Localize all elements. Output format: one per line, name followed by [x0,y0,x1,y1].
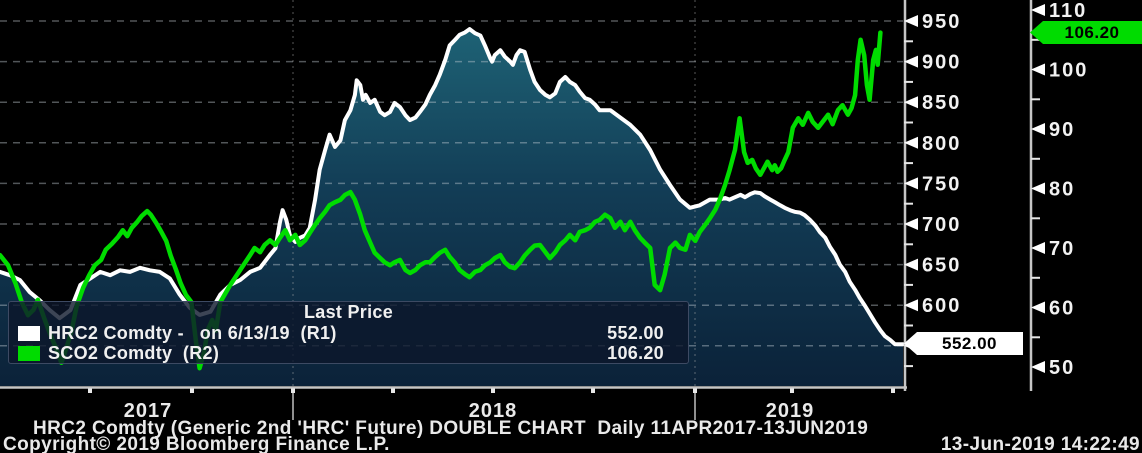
r2-tick-label-70: 70 [1049,238,1075,260]
r2-tick-label-60: 60 [1049,298,1075,320]
r1-tick-label-900: 900 [922,52,961,74]
legend-value-hrc2: 552.00 [607,322,664,343]
hrc2-line [0,27,905,347]
r2-tick-arrow-80 [1031,182,1045,195]
r1-tick-label-800: 800 [922,133,961,155]
r1-tick-label-600: 600 [922,295,961,317]
r1-tick-arrow-650 [904,258,918,271]
timestamp: 13-Jun-2019 14:22:49 [940,434,1140,453]
legend-value-sco2: 106.20 [607,342,664,363]
chart-description: HRC2 Comdty (Generic 2nd 'HRC' Future) D… [33,418,869,439]
r1-tick-arrow-850 [904,96,918,109]
x-tick-0 [88,388,92,393]
r2-tick-arrow-70 [1031,242,1045,254]
r2-tick-label-90: 90 [1049,119,1075,141]
r1-tick-label-700: 700 [922,214,961,236]
x-tick-7 [790,388,794,393]
r2-tick-label-110: 110 [1049,0,1087,22]
sco2-line [0,30,883,371]
r1-tick-arrow-900 [904,55,918,68]
r2-tick-label-50: 50 [1049,357,1075,379]
sco2-swatch-icon [18,345,40,361]
legend[interactable]: Last Price HRC2 Comdty - on 6/13/19 (R1)… [8,301,689,364]
r2-tick-label-100: 100 [1049,60,1088,82]
x-tick-6 [693,388,697,393]
hrc2-swatch-icon [18,325,40,341]
x-tick-2 [291,388,295,393]
x-tick-8 [891,388,895,393]
r2-tick-arrow-90 [1031,123,1045,135]
x-tick-3 [391,388,395,393]
copyright-notice: Copyright© 2019 Bloomberg Finance L.P. [3,434,390,453]
r1-tick-label-650: 650 [922,255,961,277]
x-tick-4 [491,388,495,393]
x-tick-5 [591,388,595,393]
r2-tick-arrow-60 [1031,301,1045,314]
r2-tick-arrow-100 [1031,63,1045,76]
r2-tick-arrow-110 [1031,4,1045,16]
r1-tick-label-950: 950 [922,11,961,33]
legend-row-sco2[interactable]: SCO2 Comdty (R2) 106.20 [9,343,688,363]
r1-tick-arrow-700 [904,218,918,230]
legend-label-sco2: SCO2 Comdty (R2) [48,342,220,363]
legend-label-hrc2: HRC2 Comdty - on 6/13/19 (R1) [48,322,337,343]
x-axis-year-2019: 2019 [765,400,815,422]
r2-tick-label-80: 80 [1049,179,1075,201]
r1-tick-arrow-750 [904,177,918,190]
r1-tick-arrow-600 [904,299,918,312]
legend-row-hrc2[interactable]: HRC2 Comdty - on 6/13/19 (R1) 552.00 [9,323,688,343]
hrc2-last-price-badge: 552.00 [904,332,1023,355]
r1-tick-arrow-800 [904,136,918,149]
legend-title: Last Price [303,302,394,322]
r1-tick-arrow-950 [904,15,918,27]
x-tick-1 [190,388,194,393]
x-axis-year-2018: 2018 [468,400,518,422]
r1-tick-label-750: 750 [922,173,961,195]
r1-tick-label-850: 850 [922,92,961,114]
r2-tick-arrow-50 [1031,361,1045,373]
sco2-last-price-badge: 106.20 [1030,21,1142,44]
x-axis-year-2017: 2017 [123,400,173,422]
